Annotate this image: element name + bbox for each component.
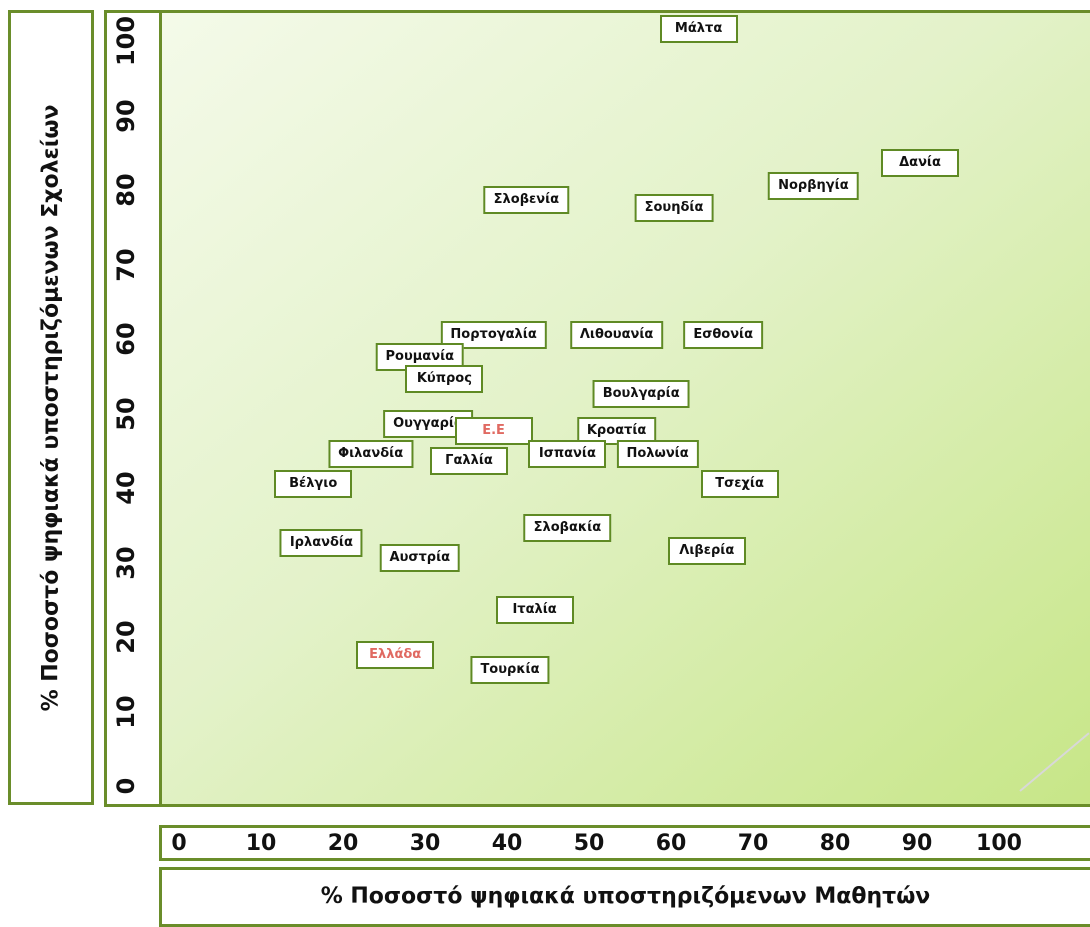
data-point-label: Σλοβακία [523,514,612,543]
x-tick-label: 60 [655,831,687,856]
x-tick-label: 40 [491,831,523,856]
data-point-label: Λιθουανία [569,320,664,349]
data-point-label: Μάλτα [659,15,738,44]
data-point-label: Αυστρία [379,544,461,573]
y-tick-label: 100 [112,15,140,67]
x-tick-label: 70 [737,831,769,856]
data-point-label: Γαλλία [430,447,508,476]
data-point-label: Δανία [881,149,959,178]
y-tick-label: 20 [112,620,140,654]
data-point-label: Κύπρος [405,365,484,394]
data-point-label: Βουλγαρία [592,380,690,409]
y-tick-label: 80 [112,173,140,207]
data-point-label: Φιλανδία [328,439,414,468]
y-tick-label: 10 [112,694,140,729]
y-axis-title-box: % Ποσοστό ψηφιακά υποστηριζόμενων Σχολεί… [8,10,94,805]
data-point-label: Ελλάδα [356,640,435,669]
y-tick-label: 40 [112,471,140,505]
y-tick-label: 70 [112,247,140,282]
y-axis-tick-strip: 0 10 20 30 40 50 60 70 80 90 100 [104,10,162,807]
y-tick-label: 60 [112,322,140,356]
data-point-label: Τουρκία [470,655,550,684]
x-tick-label: 10 [245,831,277,856]
x-tick-label: 90 [901,831,933,856]
data-point-label: Βέλγιο [274,469,353,498]
data-point-label: Σουηδία [634,193,714,222]
y-tick-label: 30 [112,545,140,580]
x-tick-label: 20 [327,831,359,856]
data-point-label: Τσεχία [700,469,779,498]
x-tick-label: 80 [819,831,851,856]
data-point-label: Νορβηγία [768,171,859,200]
data-point-label: Σλοβενία [483,186,570,215]
x-tick-label: 0 [171,831,187,856]
data-point-label: Ε.Ε [454,417,533,446]
data-point-label: Ιρλανδία [279,529,363,558]
data-point-label: Λιβερία [667,536,746,565]
x-axis-tick-strip: 0 10 20 30 40 50 60 70 80 90 100 [159,825,1090,861]
y-tick-label: 50 [112,396,140,431]
data-point-label: Εσθονία [683,320,764,349]
x-tick-label: 50 [573,831,605,856]
data-point-label: Πολωνία [616,439,699,468]
x-axis-title-box: % Ποσοστό ψηφιακά υποστηριζόμενων Μαθητώ… [159,867,1090,927]
x-axis-title: % Ποσοστό ψηφιακά υποστηριζόμενων Μαθητώ… [320,884,931,909]
y-tick-label: 0 [112,777,140,795]
x-tick-label: 30 [409,831,441,856]
data-point-label: Ισπανία [528,439,607,468]
y-axis-title: % Ποσοστό ψηφιακά υποστηριζόμενων Σχολεί… [38,104,64,711]
y-tick-label: 90 [112,98,140,133]
plot-area: Μάλτα Δανία Νορβηγία Σλοβενία Σουηδία Πορτογα… [159,10,1090,807]
data-point-label: Ιταλία [495,596,574,625]
x-tick-label: 100 [976,831,1022,856]
